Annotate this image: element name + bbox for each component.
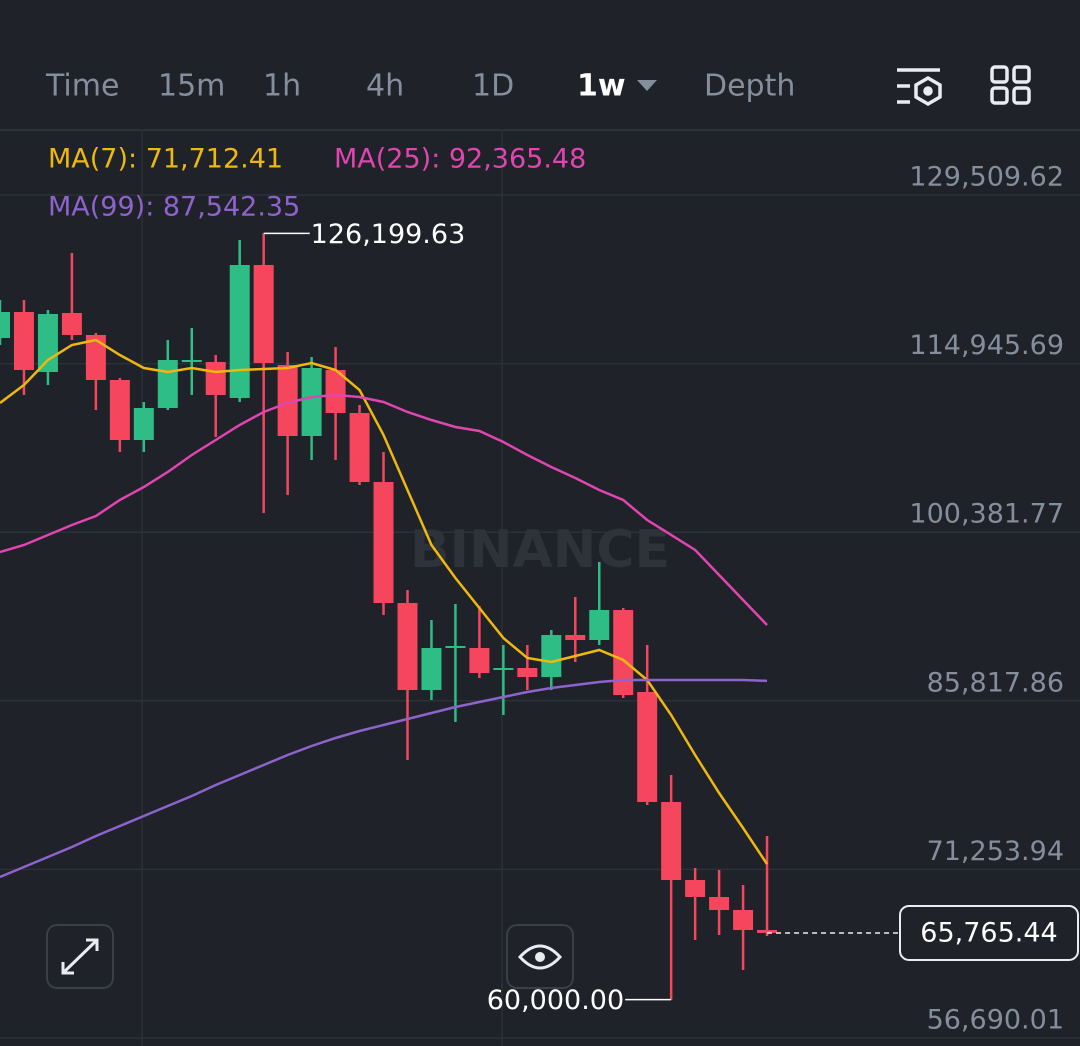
tab[interactable]: 1D bbox=[472, 69, 514, 104]
tab[interactable]: Depth bbox=[704, 69, 795, 104]
candle-body bbox=[661, 801, 682, 880]
candle-body bbox=[733, 909, 754, 930]
y-tick-label: 71,253.94 bbox=[927, 836, 1064, 867]
candle-body bbox=[709, 896, 730, 910]
tab[interactable]: 4h bbox=[366, 69, 404, 104]
candle-body bbox=[37, 313, 58, 372]
tab[interactable]: 1w bbox=[577, 69, 626, 104]
candle-body bbox=[493, 668, 514, 671]
last-price-box bbox=[899, 904, 1079, 961]
y-tick-label: 56,690.01 bbox=[927, 1005, 1064, 1036]
last-price-label: 65,765.44 bbox=[920, 917, 1057, 948]
candle-body bbox=[13, 312, 34, 371]
ma-line bbox=[0, 678, 768, 879]
candle-body bbox=[229, 265, 250, 398]
candle-body bbox=[517, 668, 538, 677]
grid: 129,509.62 114,945.69 100,381.77 85,817.86 7… bbox=[0, 161, 1080, 1039]
candle-body bbox=[421, 647, 442, 690]
layout-icon[interactable] bbox=[990, 65, 1031, 105]
y-tick-label: 85,817.86 bbox=[927, 667, 1064, 698]
y-tick-label: 114,945.69 bbox=[909, 330, 1064, 361]
candle-body bbox=[373, 481, 394, 603]
candle-body bbox=[301, 368, 322, 437]
candle-body bbox=[469, 647, 490, 674]
candle-body bbox=[253, 265, 274, 364]
dropdown-arrow bbox=[637, 80, 657, 91]
candle-body bbox=[205, 362, 226, 396]
candle-body bbox=[445, 645, 466, 648]
low-label: 60,000.00 bbox=[487, 985, 624, 1016]
y-tick-label: 129,509.62 bbox=[909, 161, 1064, 192]
candle-body bbox=[637, 691, 658, 802]
plot: 126,199.63 60,000.00 65,765.44 bbox=[0, 219, 1079, 1016]
legend-entry: MA(99): 87,542.35 bbox=[48, 192, 300, 223]
candle-body bbox=[325, 370, 346, 414]
tab[interactable]: 1h bbox=[263, 69, 301, 104]
candle-body bbox=[589, 610, 610, 640]
candle-body bbox=[157, 360, 178, 409]
tab[interactable]: 15m bbox=[158, 69, 225, 104]
candle-body bbox=[685, 879, 706, 897]
candle-body bbox=[757, 929, 778, 933]
fullscreen-button[interactable] bbox=[46, 924, 114, 989]
candle-body bbox=[541, 634, 562, 677]
legend: MA(7): 71,712.41 MA(25): 92,365.48 MA(99):… bbox=[48, 144, 586, 223]
indicator-settings-icon[interactable] bbox=[897, 68, 942, 107]
legend-entry: MA(25): 92,365.48 bbox=[334, 144, 586, 175]
candle-body bbox=[349, 413, 370, 482]
high-label: 126,199.63 bbox=[311, 219, 466, 250]
candle-body bbox=[133, 408, 154, 440]
tab[interactable]: Time bbox=[45, 69, 119, 104]
ma-line bbox=[0, 338, 769, 865]
legend-entry: MA(7): 71,712.41 bbox=[48, 144, 283, 175]
ma-line bbox=[0, 393, 768, 626]
candle-body bbox=[181, 360, 202, 363]
y-tick-label: 100,381.77 bbox=[909, 499, 1064, 530]
toolbar: Time 15m 1h 4h 1D 1w Depth bbox=[45, 69, 795, 104]
candle-body bbox=[613, 610, 634, 695]
candle-body bbox=[565, 634, 586, 640]
candle-body bbox=[85, 334, 106, 380]
candle-body bbox=[397, 602, 418, 690]
candle-body bbox=[109, 379, 130, 440]
candle-body bbox=[61, 313, 82, 335]
candle-body bbox=[277, 365, 298, 437]
watermark: BINANCE bbox=[410, 520, 670, 580]
candle-body bbox=[0, 312, 10, 338]
visibility-button[interactable] bbox=[506, 924, 574, 989]
